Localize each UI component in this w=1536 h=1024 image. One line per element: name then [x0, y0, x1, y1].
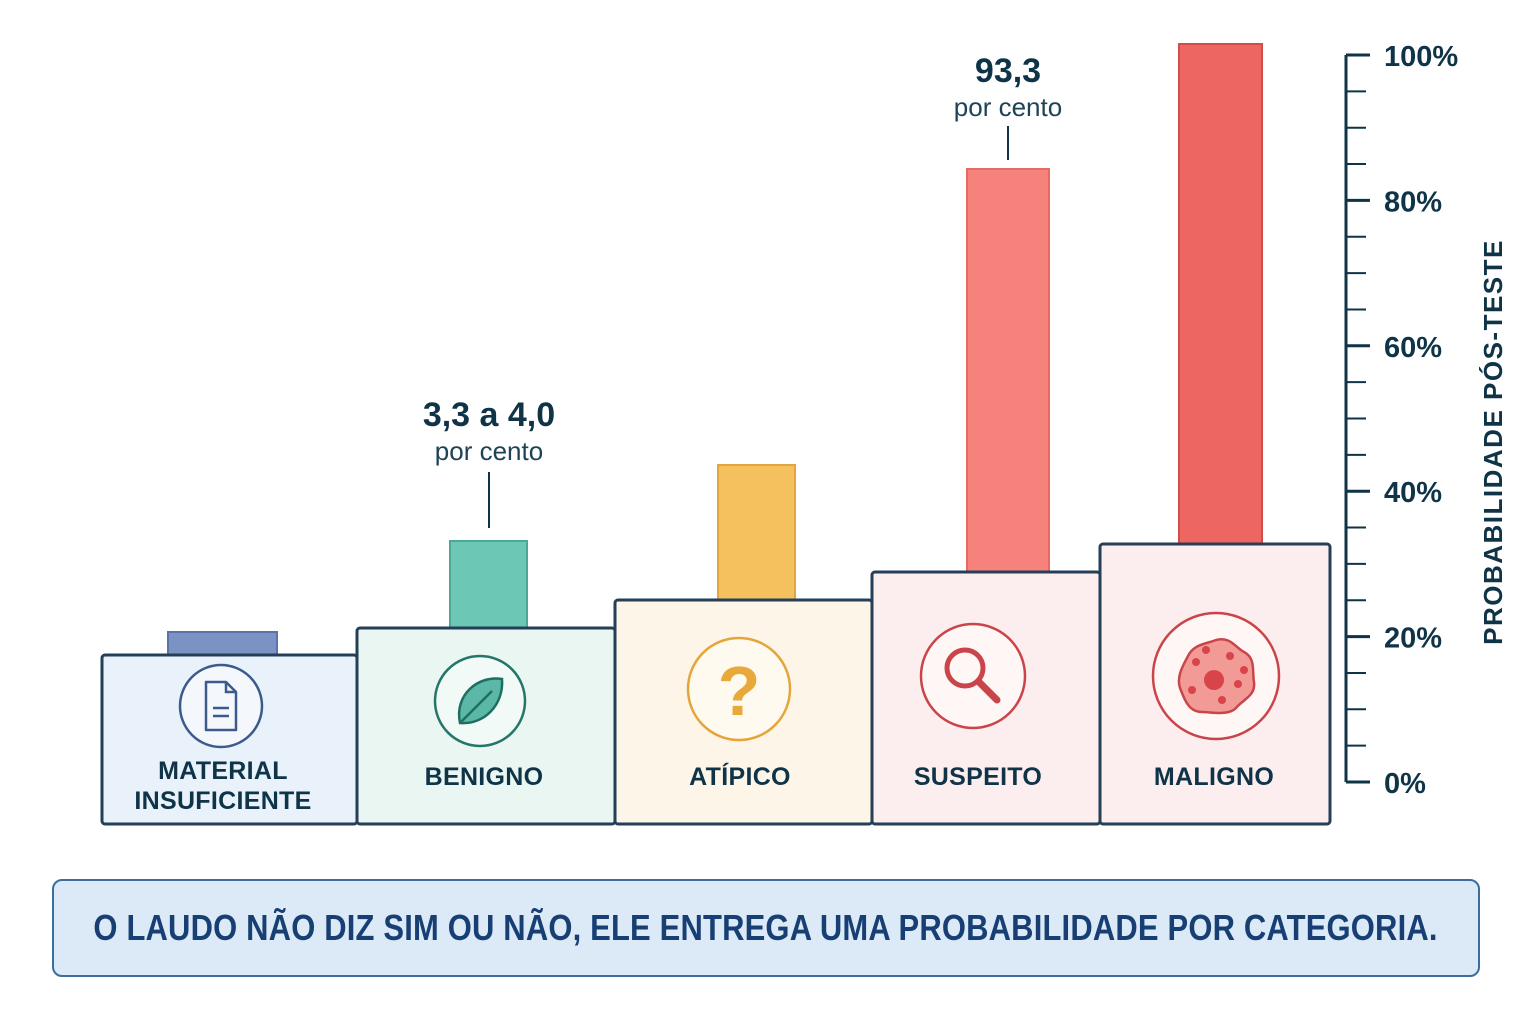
y-axis: 0% 20% 40% 60% 80% 100% [1344, 41, 1458, 800]
cell-icon [1151, 611, 1281, 741]
callout-unit-suspeito: por cento [953, 92, 1063, 122]
callout-value-suspeito: 93,3 [974, 52, 1042, 90]
category-label: MALIGNO [1153, 763, 1275, 791]
svg-text:?: ? [718, 652, 761, 730]
bar-atípico [717, 464, 796, 604]
document-icon [178, 663, 264, 749]
category-label: SUSPEITO [913, 763, 1043, 791]
callout-unit-benigno: por cento [434, 436, 544, 466]
y-axis-title: PROBABILIDADE PÓS-TESTE [1478, 239, 1508, 645]
bar-benigno [449, 540, 528, 632]
category-label: BENIGNO [424, 763, 544, 791]
y-tick-label: 20% [1384, 623, 1442, 655]
callout-value-benigno: 3,3 a 4,0 [422, 396, 556, 434]
bar-suspeito [966, 168, 1050, 576]
category-label: ATÍPICO [689, 763, 791, 791]
bar-maligno [1178, 43, 1263, 548]
y-tick-label: 0% [1384, 768, 1426, 800]
y-tick-label: 60% [1384, 332, 1442, 364]
banner-text: O LAUDO NÃO DIZ SIM OU NÃO, ELE ENTREGA … [93, 907, 1439, 948]
y-tick-label: 100% [1384, 41, 1458, 73]
y-tick-label: 80% [1384, 186, 1442, 218]
category-label: MATERIAL INSUFICIENTE [134, 757, 312, 815]
summary-banner: O LAUDO NÃO DIZ SIM OU NÃO, ELE ENTREGA … [52, 879, 1480, 977]
y-tick-label: 40% [1384, 477, 1442, 509]
question-icon: ? [686, 636, 792, 742]
magnifier-icon [919, 622, 1027, 730]
leaf-icon [433, 654, 527, 748]
